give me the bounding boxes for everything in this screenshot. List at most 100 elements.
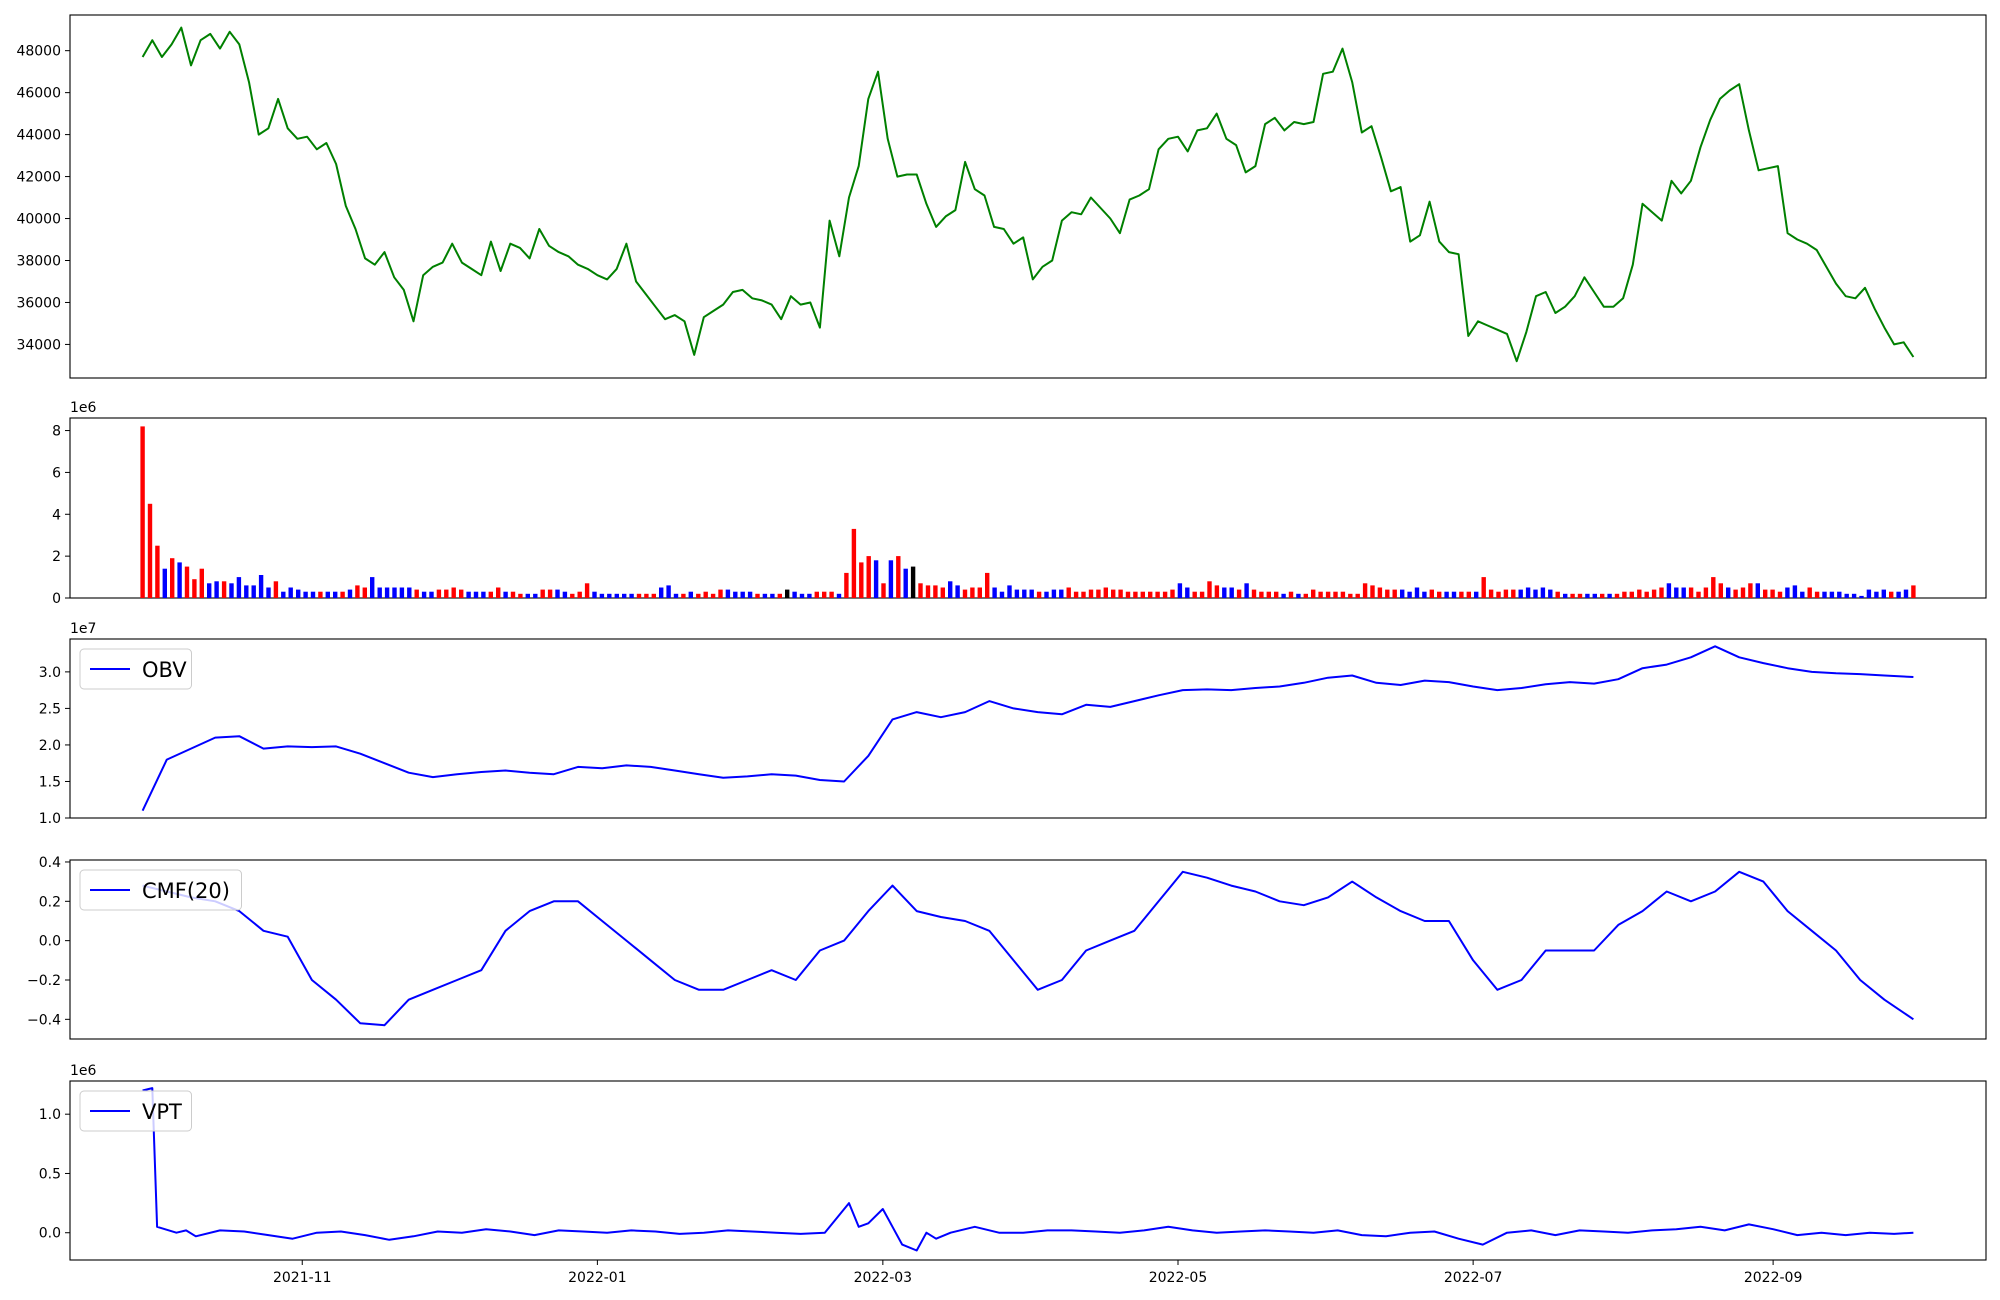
volume-bar [540,589,545,598]
volume-bar [421,591,427,598]
volume-bar [370,577,375,598]
volume-bar [1199,591,1205,598]
volume-bar [955,585,960,598]
vpt-legend-label: VPT [142,1100,182,1124]
volume-bar [1644,591,1649,598]
volume-bar [1466,591,1471,598]
volume-bar [985,572,990,598]
volume-bar [1651,589,1657,598]
volume-bar [1214,585,1220,598]
volume-bar [733,591,738,598]
vpt-panel: 0.0 0.5 1.0 1e6 VPT 2021-11 2022-01 2022-03 2022… [39,1063,1987,1286]
volume-bar [1800,591,1805,598]
volume-bar [1792,585,1798,598]
cmf-legend-label: CMF(20) [142,879,230,903]
cmf-frame [69,859,1987,1040]
volume-bar [1281,593,1286,598]
volume-bar [221,581,227,598]
volume-bar [1333,591,1338,598]
volume-bar [1503,589,1509,598]
volume-bar [918,583,923,598]
obv-ytick-label: 2.5 [39,701,61,717]
volume-bar [814,591,819,598]
volume-bar [599,593,605,598]
volume-bar [1385,589,1390,598]
volume-bar [510,591,516,598]
vpt-ytick-label: 1.0 [39,1107,61,1123]
volume-bar [844,572,849,598]
volume-bar [703,591,708,598]
vpt-legend [79,1090,192,1132]
volume-bar [414,589,419,598]
volume-bar [1029,589,1034,598]
volume-bar [1407,591,1412,598]
volume-bar [1251,589,1257,598]
volume-bar [1555,591,1560,598]
volume-bar [236,577,242,598]
volume-bar [1674,587,1679,598]
volume-bar [1637,589,1642,598]
volume-bar [1192,591,1197,598]
vpt-scale-label: 1e6 [70,1063,97,1079]
volume-bar [873,560,879,598]
volume-bar [1429,589,1434,598]
volume-bar [340,591,345,598]
volume-bar [1451,591,1457,598]
volume-bar [347,589,353,598]
volume-bar [644,593,649,598]
volume-bar [1733,589,1738,598]
volume-bar [629,593,634,598]
obv-ytick-label: 1.5 [39,774,61,790]
obv-series-line [141,645,1914,812]
volume-bar [725,589,731,598]
volume-bar [1770,589,1775,598]
volume-bar [1311,589,1316,598]
volume-bar [1889,591,1894,598]
volume-ytick-label: 0 [52,591,61,607]
volume-bar [1296,593,1301,598]
volume-bar [1681,587,1686,598]
volume-bar [184,566,190,598]
volume-bar [407,587,412,598]
cmf-legend [79,869,242,911]
volume-bar [1125,591,1131,598]
volume-bar [1370,585,1375,598]
volume-bar [1533,589,1538,598]
volume-bar [1785,587,1790,598]
volume-bar [377,587,382,598]
volume-bar [436,589,442,598]
volume-bar [1059,589,1064,598]
volume-bar [533,593,538,598]
volume-bar [147,503,153,598]
volume-bar [1525,587,1531,598]
volume-bar [318,591,323,598]
volume-bar [481,591,486,598]
price-ytick-label: 44000 [16,128,61,144]
volume-bar [1103,587,1108,598]
volume-bar [281,591,286,598]
volume-bar [570,593,575,598]
volume-bar [1911,585,1916,598]
volume-ytick-label: 6 [52,465,61,481]
volume-bar [1244,583,1249,598]
volume-bar [1073,591,1079,598]
volume-bar [1229,587,1234,598]
volume-bar [1081,591,1086,598]
volume-bar [1340,591,1346,598]
volume-bar [881,583,886,598]
volume-bar [1318,591,1323,598]
obv-ytick-label: 3.0 [39,665,61,681]
volume-bar [1414,587,1420,598]
volume-bar [792,591,797,598]
volume-bar [1585,593,1590,598]
volume-bar [696,593,701,598]
volume-bar [851,528,857,598]
vpt-frame [69,1080,1987,1261]
volume-bar [1148,591,1153,598]
volume-bar [659,587,664,598]
volume-bar [1851,593,1857,598]
volume-bar [273,581,279,598]
volume-bar [1592,593,1597,598]
price-ytick-label: 38000 [16,253,61,269]
